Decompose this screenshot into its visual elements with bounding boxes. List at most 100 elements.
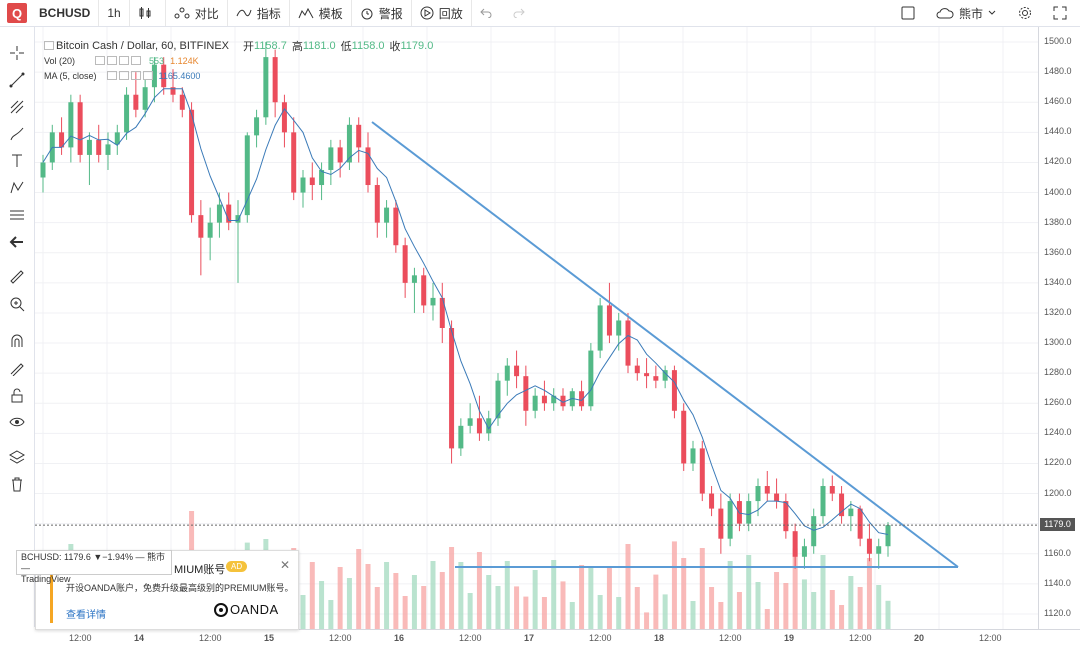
brush-tool-icon[interactable] <box>7 124 27 144</box>
tradingview-logo-icon[interactable]: Q <box>7 3 27 23</box>
candle-body <box>866 538 872 554</box>
candle-body <box>829 486 835 494</box>
crosshair-icon[interactable] <box>7 43 27 63</box>
candle-body <box>755 486 761 502</box>
undo-button[interactable] <box>472 0 505 26</box>
settings-square-icon[interactable] <box>142 71 153 80</box>
settings-square-icon[interactable] <box>131 56 142 65</box>
time-tick-label: 12:00 <box>459 633 482 643</box>
volume-bar <box>411 575 417 629</box>
ad-title: MIUM账号 <box>174 564 226 576</box>
candle-body <box>291 132 297 193</box>
volume-bar <box>709 587 715 629</box>
candle-body <box>606 305 612 336</box>
candle-body <box>634 365 640 374</box>
time-tick-label: 17 <box>524 633 535 643</box>
chart-type-button[interactable] <box>130 0 166 26</box>
time-tick-label: 12:00 <box>589 633 612 643</box>
settings-square-icon[interactable] <box>95 56 106 65</box>
templates-icon <box>298 7 314 19</box>
drawing-toolbar <box>0 27 35 627</box>
price-tick-label: 1480.0 <box>1044 66 1072 77</box>
price-tick-label: 1340.0 <box>1044 276 1072 287</box>
volume-bar <box>811 592 817 629</box>
ruler-icon[interactable] <box>7 267 27 287</box>
volume-bar <box>319 581 325 629</box>
volume-bar <box>690 601 696 629</box>
price-tick-label: 1300.0 <box>1044 337 1072 348</box>
time-tick-label: 20 <box>914 633 925 643</box>
text-tool-icon[interactable] <box>7 151 27 171</box>
templates-button[interactable]: 模板 <box>290 0 352 26</box>
zoom-in-icon[interactable] <box>7 294 27 314</box>
gear-icon <box>1019 7 1031 19</box>
candle-body <box>216 204 222 223</box>
chart-pane[interactable] <box>35 27 1038 629</box>
candle-body <box>309 177 315 186</box>
pattern-tool-icon[interactable] <box>7 178 27 198</box>
interval-button[interactable]: 1h <box>99 0 130 26</box>
collapse-icon[interactable] <box>44 41 54 50</box>
settings-square-icon[interactable] <box>119 56 130 65</box>
candle-body <box>411 275 417 283</box>
settings-square-icon[interactable] <box>118 71 129 80</box>
volume-bar <box>644 612 650 629</box>
price-chart[interactable] <box>35 27 1038 629</box>
time-tick-label: 15 <box>264 633 275 643</box>
unlock-icon[interactable] <box>7 385 27 405</box>
ad-details-link[interactable]: 查看详情 <box>66 610 106 621</box>
alerts-button[interactable]: 警报 <box>352 0 412 26</box>
volume-bar <box>551 560 557 629</box>
candle-body <box>235 215 241 223</box>
volume-bar <box>523 596 529 629</box>
redo-button[interactable] <box>505 0 538 26</box>
price-tick-label: 1240.0 <box>1044 427 1072 438</box>
time-tick-label: 12:00 <box>719 633 742 643</box>
candle-body <box>839 493 845 517</box>
close-icon[interactable]: ✕ <box>280 558 291 572</box>
lock-drawing-icon[interactable] <box>7 358 27 378</box>
ma-line <box>42 88 889 535</box>
candle-body <box>857 508 863 539</box>
open-value: 1158.7 <box>254 39 287 52</box>
measure-tool-icon[interactable] <box>7 205 27 225</box>
layers-icon[interactable] <box>7 447 27 467</box>
trendline-tool-icon[interactable] <box>7 70 27 90</box>
volume-bar <box>309 562 315 629</box>
expand-icon <box>1053 6 1067 20</box>
pitchfork-tool-icon[interactable] <box>7 97 27 117</box>
volume-bar <box>486 575 492 629</box>
indicators-button[interactable]: 指标 <box>228 0 290 26</box>
arrow-left-icon[interactable] <box>7 232 27 252</box>
eye-icon[interactable] <box>7 412 27 432</box>
volume-bar <box>699 548 705 629</box>
settings-square-icon[interactable] <box>130 71 141 80</box>
replay-button[interactable]: 回放 <box>412 0 472 26</box>
time-tick-label: 12:00 <box>979 633 1002 643</box>
candle-body <box>792 531 798 557</box>
candle-body <box>393 207 399 246</box>
settings-square-icon[interactable] <box>106 71 117 80</box>
price-axis[interactable]: 1500.0 1480.0 1460.0 1440.0 1420.0 1400.0 1380… <box>1038 27 1080 629</box>
fullscreen-toggle[interactable] <box>893 0 928 26</box>
symbol-search-button[interactable]: BCHUSD <box>27 0 100 26</box>
volume-ma-value: 1.124K <box>170 55 199 66</box>
trash-icon[interactable] <box>7 474 27 494</box>
magnet-icon[interactable] <box>7 331 27 351</box>
volume-bar <box>727 561 733 629</box>
time-axis[interactable]: 12:00 14 12:00 15 12:00 16 12:00 17 12:00 18 12:00… <box>35 629 1080 647</box>
candle-body <box>179 94 185 110</box>
candle-body <box>690 448 696 464</box>
candle-body <box>86 139 92 155</box>
market-status[interactable]: 熊市 <box>928 0 1010 26</box>
candle-body <box>300 177 306 193</box>
candle-body <box>662 370 668 381</box>
settings-square-icon[interactable] <box>107 56 118 65</box>
compare-button[interactable]: 对比 <box>166 0 228 26</box>
candle-body <box>374 185 380 223</box>
candle-body <box>40 162 46 178</box>
volume-bar <box>532 570 538 629</box>
settings-button[interactable] <box>1010 0 1045 26</box>
expand-button[interactable] <box>1045 0 1080 26</box>
alerts-label: 警报 <box>378 6 403 21</box>
